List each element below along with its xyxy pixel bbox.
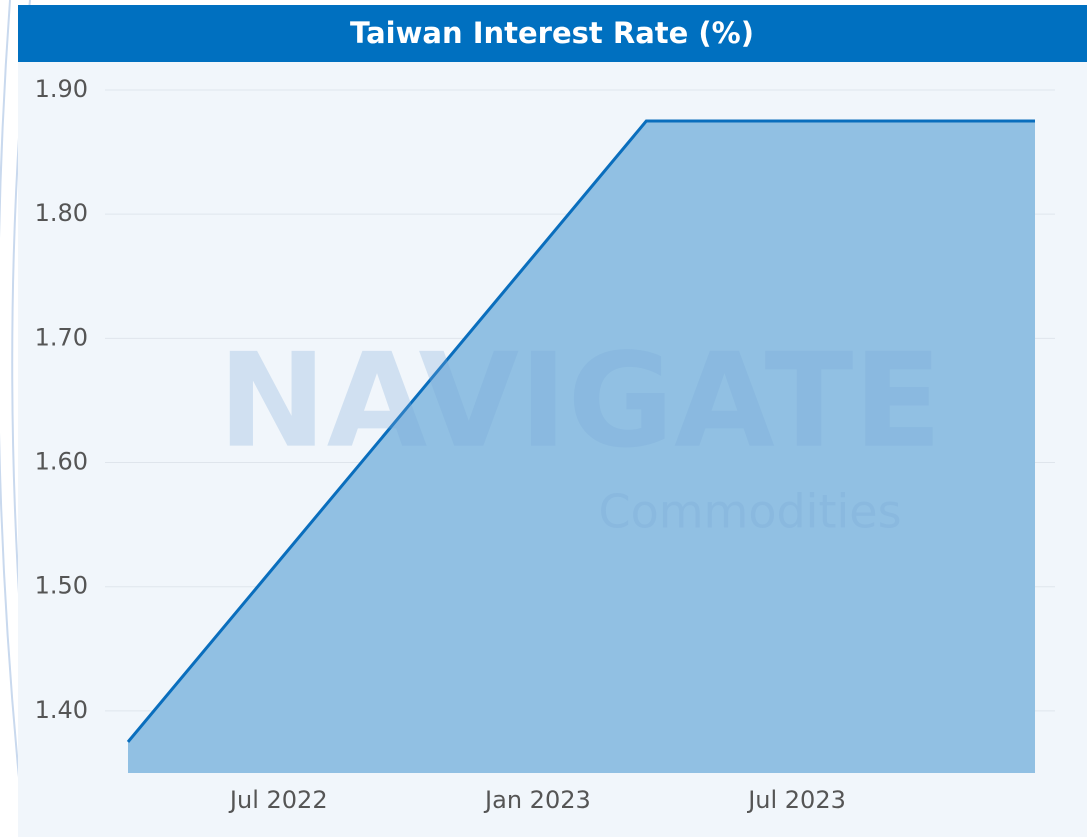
y-tick-label: 1.70 [35, 323, 88, 351]
axes: 1.40 1.50 1.60 1.70 1.80 1.90 Jul 2022 Jan 2023… [35, 75, 846, 814]
y-tick-label: 1.80 [35, 199, 88, 227]
swirl [0, 0, 26, 837]
title-bar [18, 5, 1087, 62]
y-tick-label: 1.60 [35, 448, 88, 476]
x-tick-label: Jan 2023 [483, 786, 591, 814]
y-tick-label: 1.40 [35, 696, 88, 724]
y-tick-label: 1.50 [35, 572, 88, 600]
watermark-sub: Commodities [598, 485, 901, 539]
x-tick-label: Jul 2022 [228, 786, 328, 814]
plot [126, 119, 1035, 773]
chart-title: Taiwan Interest Rate (%) [350, 16, 754, 50]
watermark: NAVIGATE [218, 325, 942, 477]
area [128, 121, 1035, 773]
line [126, 119, 1035, 743]
y-tick-label: 1.90 [35, 75, 88, 103]
x-tick-label: Jul 2023 [746, 786, 846, 814]
